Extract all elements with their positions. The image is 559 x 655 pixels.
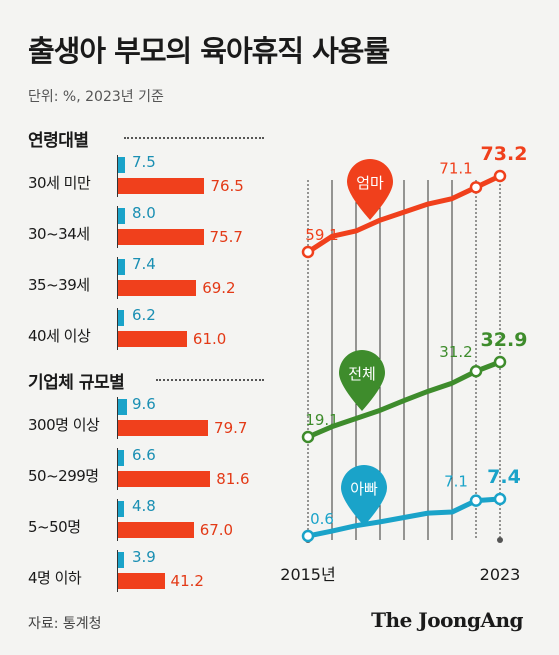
- data-label-2022: 7.1: [444, 473, 468, 491]
- x-tick-label: 2023: [480, 565, 521, 584]
- dotted-divider: [156, 379, 264, 381]
- data-point: [301, 245, 315, 259]
- data-point: [301, 430, 315, 444]
- value-label-father: 3.9: [132, 548, 156, 566]
- data-label-start: 59.1: [305, 226, 338, 244]
- series-badge: [341, 465, 387, 526]
- data-point: [469, 364, 483, 378]
- axis-line: [117, 397, 118, 439]
- category-label: 30세 미만: [28, 174, 91, 192]
- value-label-mother: 41.2: [170, 572, 204, 590]
- bar-father: [118, 157, 125, 173]
- bar-father: [118, 501, 124, 517]
- bar-mother: [118, 178, 205, 194]
- category-label: 35~39세: [28, 276, 90, 294]
- bar-mother: [118, 573, 165, 589]
- source-note: 자료: 통계청: [28, 616, 102, 632]
- value-label-father: 4.8: [132, 497, 156, 515]
- value-label-father: 9.6: [132, 395, 156, 413]
- category-label: 4명 이하: [28, 569, 82, 587]
- value-label-mother: 79.7: [214, 419, 248, 437]
- category-label: 300명 이상: [28, 416, 100, 434]
- data-point: [469, 494, 483, 507]
- data-label-2023: 7.4: [487, 466, 521, 488]
- panel-title: 기업체 규모별: [28, 373, 125, 393]
- series-name-label: 엄마: [356, 174, 384, 192]
- data-point: [493, 492, 507, 506]
- panel-title: 연령대별: [28, 131, 89, 151]
- bar-father: [118, 450, 124, 466]
- bar-mother: [118, 420, 209, 436]
- data-point: [493, 355, 507, 369]
- series-line: [305, 359, 503, 440]
- value-label-mother: 75.7: [209, 228, 243, 246]
- data-label-2022: 31.2: [439, 343, 472, 361]
- data-label-start: 19.1: [305, 411, 338, 429]
- value-label-father: 8.0: [132, 204, 156, 222]
- value-label-mother: 81.6: [216, 470, 250, 488]
- bar-mother: [118, 471, 211, 487]
- axis-line: [117, 155, 118, 197]
- bar-father: [118, 399, 127, 415]
- value-label-father: 6.2: [132, 306, 156, 324]
- axis-line: [117, 550, 118, 592]
- axis-line: [117, 448, 118, 490]
- series-badge: [339, 349, 385, 411]
- dotted-divider: [124, 137, 264, 139]
- value-label-mother: 69.2: [202, 279, 236, 297]
- data-point: [469, 181, 483, 194]
- series-name-label: 전체: [348, 365, 376, 383]
- axis-line: [117, 308, 118, 350]
- category-label: 40세 이상: [28, 327, 91, 345]
- axis-tick: [497, 537, 503, 543]
- value-label-mother: 67.0: [199, 521, 234, 539]
- bar-mother: [118, 280, 197, 296]
- axis-line: [117, 257, 118, 299]
- value-label-father: 6.6: [132, 446, 156, 464]
- chart-subtitle: 단위: %, 2023년 기준: [28, 89, 164, 105]
- series-line: [305, 496, 503, 539]
- brand-logo: The JoongAng: [371, 608, 523, 632]
- data-label-start: 0.6: [310, 510, 334, 528]
- axis-line: [117, 499, 118, 541]
- bar-father: [118, 259, 125, 275]
- bar-mother: [118, 522, 194, 538]
- bar-father: [118, 310, 124, 326]
- value-label-father: 7.5: [132, 153, 156, 171]
- category-label: 5~50명: [28, 518, 81, 536]
- series-line: [305, 173, 503, 255]
- value-label-mother: 76.5: [210, 177, 244, 195]
- data-point: [493, 169, 507, 183]
- axis-line: [117, 206, 118, 248]
- data-point: [301, 529, 315, 543]
- series-badge: [347, 158, 393, 220]
- series-name-label: 아빠: [350, 480, 378, 498]
- bar-father: [118, 552, 124, 568]
- bar-mother: [118, 331, 187, 347]
- bar-mother: [118, 229, 204, 245]
- bar-father: [118, 208, 126, 224]
- data-label-2022: 71.1: [439, 159, 472, 177]
- x-tick-label: 2015년: [280, 565, 335, 584]
- value-label-father: 7.4: [132, 255, 156, 273]
- value-label-mother: 61.0: [192, 330, 227, 348]
- category-label: 30~34세: [28, 225, 90, 243]
- data-label-2023: 32.9: [481, 329, 528, 351]
- chart-title: 출생아 부모의 육아휴직 사용률: [28, 34, 390, 68]
- data-label-2023: 73.2: [481, 143, 528, 165]
- category-label: 50~299명: [28, 467, 99, 485]
